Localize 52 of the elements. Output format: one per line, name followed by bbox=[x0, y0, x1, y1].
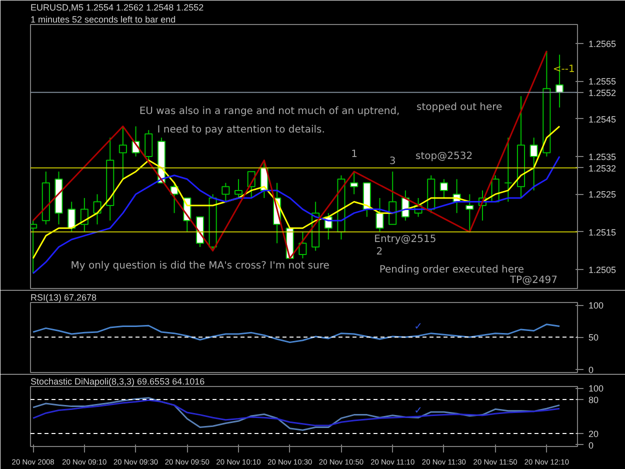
candlestick bbox=[466, 194, 474, 232]
candlestick bbox=[118, 126, 127, 180]
line-series bbox=[32, 50, 548, 260]
annotation: EU was also in a range and not much of an uptrend, bbox=[139, 106, 400, 117]
candlestick bbox=[68, 201, 76, 232]
annotation: ✓ bbox=[414, 322, 423, 332]
y-tick-label: 1.2545 bbox=[588, 114, 616, 124]
candlestick bbox=[388, 171, 397, 225]
chart-title: RSI(13) 67.2678 bbox=[30, 292, 97, 302]
y-tick-label: 0 bbox=[588, 364, 594, 375]
annotation: 1 bbox=[351, 148, 358, 160]
y-tick-label: 100 bbox=[588, 384, 604, 394]
line-series bbox=[32, 399, 560, 426]
annotation: 3 bbox=[389, 156, 396, 168]
ref-line-label: 1.2515 bbox=[588, 227, 616, 238]
y-tick-label: 1.2505 bbox=[588, 265, 616, 276]
ref-line-label: 1.2532 bbox=[588, 163, 616, 174]
y-tick-label: 1.2535 bbox=[588, 152, 616, 162]
annotation: TP@2497 bbox=[508, 275, 558, 286]
candlestick bbox=[376, 197, 384, 232]
ref-line-label: 1.2552 bbox=[588, 88, 616, 98]
candlestick bbox=[144, 130, 153, 161]
annotation: I need to pay attention to details. bbox=[157, 124, 325, 136]
annotation: 2 bbox=[376, 246, 383, 258]
chart-title: EURUSD,M5 1.2554 1.2562 1.2548 1.2552 bbox=[30, 2, 204, 12]
candlestick bbox=[440, 178, 448, 198]
y-tick-label: 0 bbox=[588, 440, 594, 450]
line-series bbox=[32, 126, 560, 260]
candlestick bbox=[234, 178, 243, 198]
y-tick-label: 1.2555 bbox=[588, 76, 616, 87]
candlestick bbox=[350, 171, 358, 195]
annotation: Entry@2515 bbox=[374, 234, 436, 245]
line-series bbox=[32, 324, 560, 344]
candlestick bbox=[298, 231, 307, 259]
annotation: stop@2532 bbox=[416, 151, 473, 162]
y-tick-label: 1.2565 bbox=[588, 38, 616, 49]
annotation: ✓ bbox=[414, 406, 423, 417]
chart-subtitle: 1 minutes 52 seconds left to bar end bbox=[30, 14, 176, 24]
y-tick-label: 20 bbox=[588, 428, 599, 439]
annotation: Pending order executed here bbox=[379, 264, 524, 276]
candlestick bbox=[530, 137, 538, 191]
y-tick-label: 100 bbox=[588, 300, 604, 311]
candlestick bbox=[222, 182, 230, 202]
y-tick-label: 50 bbox=[588, 332, 599, 343]
annotation: My only question is did the MA's cross? I'm not sure bbox=[70, 260, 330, 272]
y-tick-label: 80 bbox=[588, 395, 599, 406]
chart-title: Stochastic DiNapoli(8,3,3) 69.6553 64.1016 bbox=[30, 376, 205, 386]
y-tick-label: 1.2525 bbox=[588, 190, 616, 200]
candlestick bbox=[504, 137, 512, 202]
line-series bbox=[32, 397, 560, 431]
annotation: stopped out here bbox=[416, 102, 502, 113]
candlestick bbox=[93, 194, 102, 225]
